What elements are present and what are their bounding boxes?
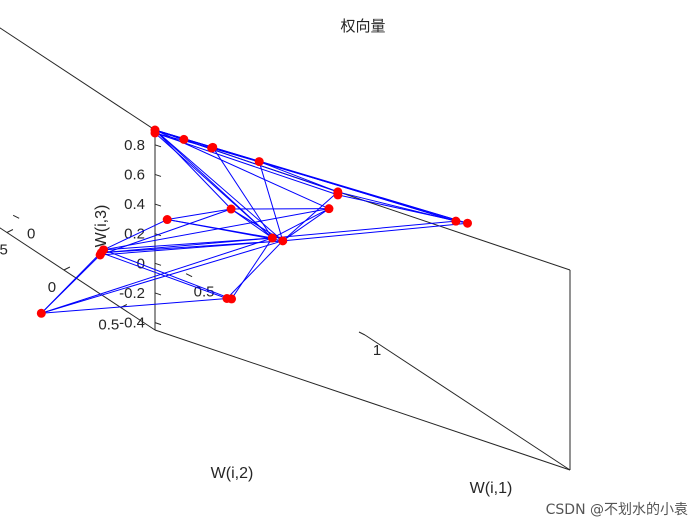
x-tick-label: 0.5 xyxy=(194,284,215,301)
network-edge xyxy=(154,132,273,239)
data-point xyxy=(226,204,236,214)
data-point xyxy=(254,157,264,167)
data-point xyxy=(95,250,105,260)
network-edge xyxy=(40,249,104,314)
data-point xyxy=(207,143,217,153)
z-axis-ticks: 0.80.60.40.20-0.2-0.4 xyxy=(119,137,162,332)
z-tick-mark xyxy=(154,203,162,207)
z-tick-label: -0.2 xyxy=(119,285,145,302)
network-edge xyxy=(226,240,284,299)
data-points xyxy=(36,125,472,318)
z-tick-mark xyxy=(154,322,162,326)
data-point xyxy=(463,218,472,228)
z-tick-label: 0.8 xyxy=(124,137,145,154)
data-point xyxy=(222,294,232,303)
y-axis-ticks: 0.5 0 -0.5 xyxy=(0,229,128,334)
y-tick-mark xyxy=(63,266,71,271)
network-edge xyxy=(211,147,468,224)
network-edge xyxy=(167,208,232,221)
data-point xyxy=(267,233,277,243)
network-edge xyxy=(282,208,330,242)
z-tick-label: 0.2 xyxy=(124,226,145,243)
z-tick-mark xyxy=(154,262,162,266)
network-edge xyxy=(100,240,283,256)
data-point xyxy=(278,236,288,246)
data-point xyxy=(324,204,334,214)
data-point xyxy=(36,308,46,318)
network-edge xyxy=(101,237,273,254)
box-edge xyxy=(154,329,571,471)
network-edge xyxy=(103,208,330,251)
network-edge xyxy=(41,240,283,314)
network-edge xyxy=(212,147,273,239)
z-tick-label: 0.6 xyxy=(124,166,145,183)
data-point xyxy=(162,215,172,225)
network-edge xyxy=(231,237,273,300)
y-tick-mark xyxy=(6,229,14,233)
network-edge xyxy=(99,208,232,256)
z-tick-label: 0.4 xyxy=(124,196,145,213)
network-edge xyxy=(103,219,168,251)
data-point xyxy=(179,134,189,144)
y-tick-label: -0.5 xyxy=(0,242,8,259)
network-edge xyxy=(282,191,339,242)
z-tick-mark xyxy=(154,292,162,296)
data-point xyxy=(150,128,160,138)
network-edge xyxy=(103,249,232,300)
network-edge xyxy=(41,237,273,314)
x-axis-label: W(i,1) xyxy=(470,480,513,497)
box-edge xyxy=(0,227,156,331)
y-tick-label: 0 xyxy=(48,279,56,296)
z-tick-label: -0.4 xyxy=(119,315,145,332)
network-edge xyxy=(272,220,456,239)
z-tick-mark xyxy=(154,173,162,177)
x-tick-mark xyxy=(185,273,193,278)
x-tick-label: 0 xyxy=(27,225,35,242)
network-edge xyxy=(101,252,228,299)
network-edge xyxy=(258,161,339,193)
x-tick-label: 1 xyxy=(373,342,381,359)
data-point xyxy=(333,190,343,200)
watermark: CSDN @不划水的小袁 xyxy=(545,502,688,518)
network-edge xyxy=(154,129,232,210)
data-point xyxy=(451,216,461,226)
z-tick-mark xyxy=(154,144,162,148)
z-axis-label: W(i,3) xyxy=(93,205,110,248)
network-edge xyxy=(272,208,330,239)
x-tick-mark xyxy=(12,214,20,219)
box-edge xyxy=(0,27,156,131)
axes-box xyxy=(0,27,571,471)
network-edge xyxy=(167,219,283,242)
y-axis-label: W(i,2) xyxy=(211,465,254,482)
network-edge xyxy=(230,208,273,239)
network-edge xyxy=(41,298,227,314)
network-edge xyxy=(258,161,284,241)
box-edge xyxy=(364,334,571,471)
y-tick-label: 0.5 xyxy=(98,317,119,334)
network-edge xyxy=(282,222,468,242)
x-tick-mark xyxy=(358,331,366,336)
chart-title: 权向量 xyxy=(340,17,385,35)
